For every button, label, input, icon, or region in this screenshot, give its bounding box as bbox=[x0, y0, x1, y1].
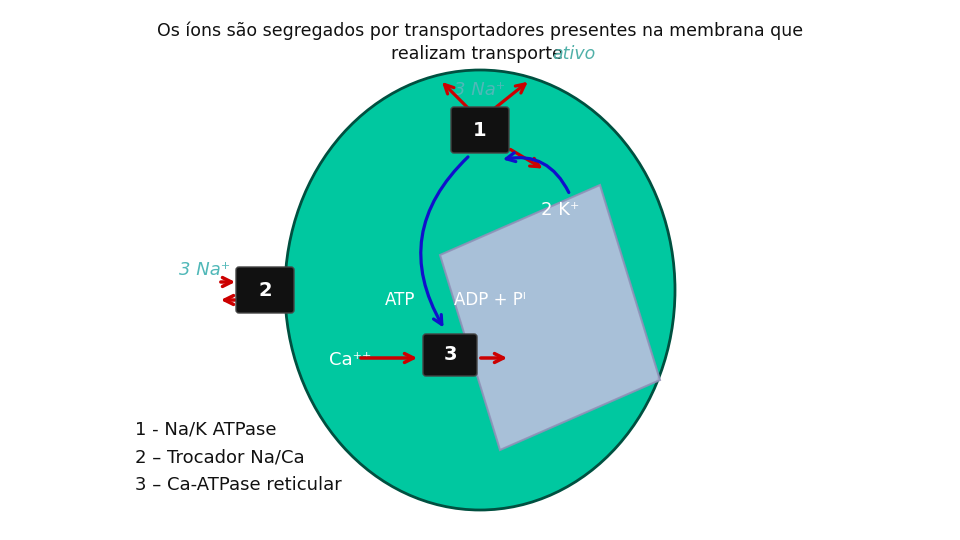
FancyBboxPatch shape bbox=[423, 334, 477, 376]
Text: 2: 2 bbox=[258, 280, 272, 300]
Ellipse shape bbox=[285, 70, 675, 510]
Text: ativo: ativo bbox=[552, 45, 595, 63]
FancyBboxPatch shape bbox=[451, 107, 509, 153]
Text: 3 – Ca-ATPase reticular: 3 – Ca-ATPase reticular bbox=[135, 476, 342, 494]
Text: 2 – Trocador Na/Ca: 2 – Trocador Na/Ca bbox=[135, 448, 304, 466]
Text: 3 Na⁺: 3 Na⁺ bbox=[180, 261, 230, 279]
Text: 3: 3 bbox=[444, 346, 457, 365]
Text: 1: 1 bbox=[473, 120, 487, 139]
Text: 3 Na⁺: 3 Na⁺ bbox=[454, 81, 506, 99]
Text: Ca⁺⁺: Ca⁺⁺ bbox=[329, 351, 372, 369]
Text: 2 K⁺: 2 K⁺ bbox=[540, 201, 579, 219]
Text: ADP + Pᴵ: ADP + Pᴵ bbox=[454, 291, 526, 309]
Text: realizam transporte: realizam transporte bbox=[392, 45, 568, 63]
Text: Os íons são segregados por transportadores presentes na membrana que: Os íons são segregados por transportador… bbox=[156, 22, 804, 40]
Text: ATP: ATP bbox=[385, 291, 416, 309]
FancyBboxPatch shape bbox=[236, 267, 294, 313]
Text: 1 - Na/K ATPase: 1 - Na/K ATPase bbox=[135, 420, 276, 438]
Polygon shape bbox=[440, 185, 660, 450]
